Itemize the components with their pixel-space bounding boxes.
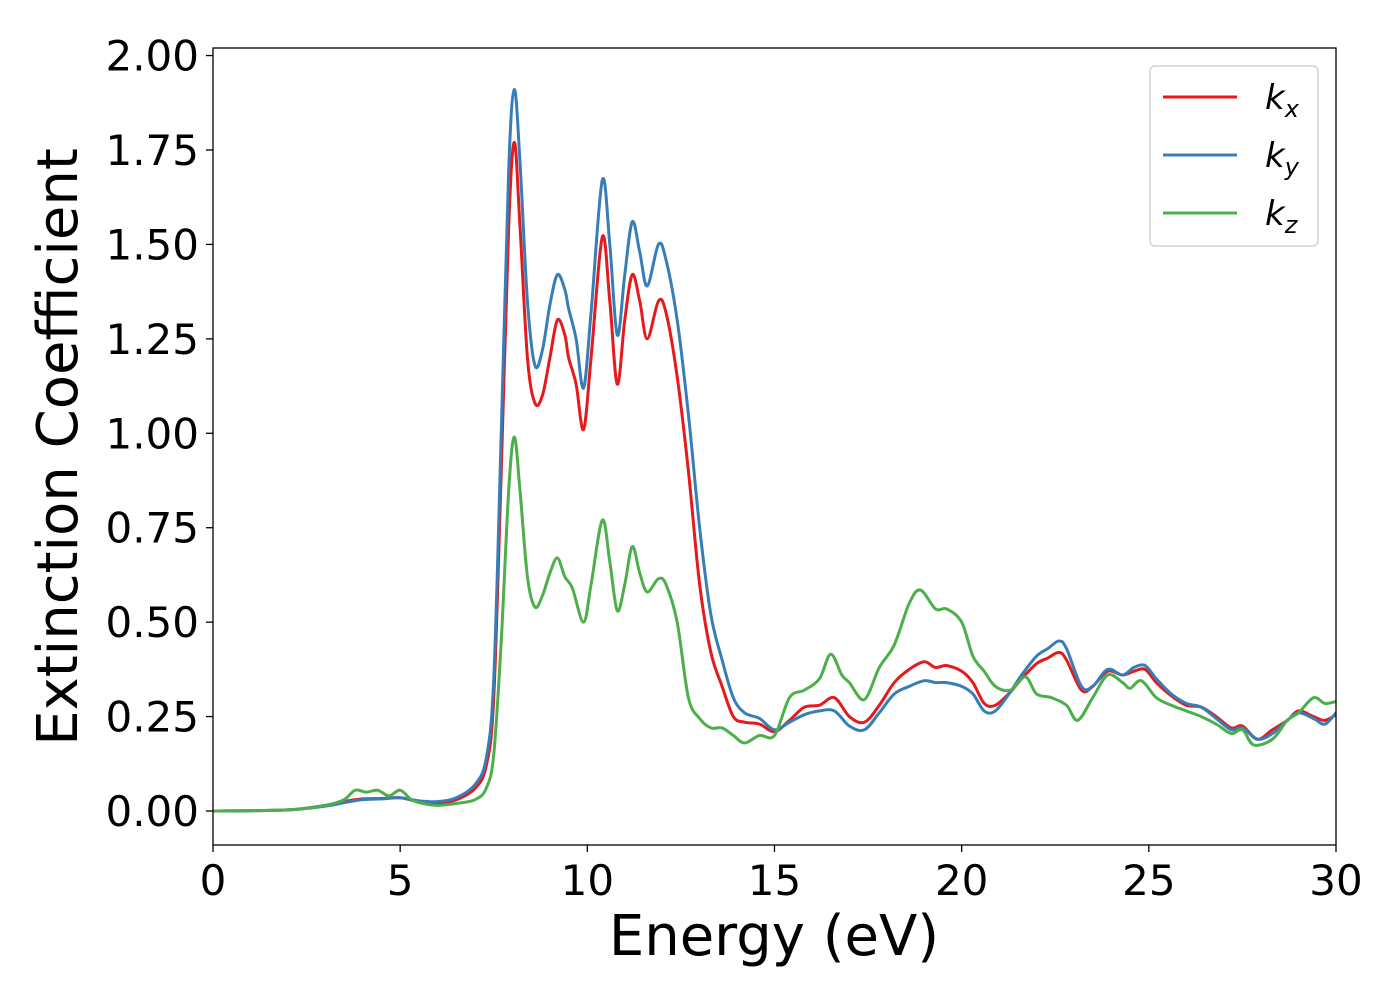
y-axis: 0.00 0.25 0.50 0.75 1.00 1.25 1.50 1.75 2.00 xyxy=(105,32,213,836)
x-axis: 0 5 10 15 20 25 30 xyxy=(200,845,1363,905)
y-tick-label: 1.50 xyxy=(105,220,199,269)
x-tick-label: 0 xyxy=(200,856,227,905)
y-tick-label: 0.00 xyxy=(105,787,199,836)
x-tick-label: 15 xyxy=(748,856,801,905)
y-tick-label: 0.25 xyxy=(105,693,199,742)
y-tick-label: 0.50 xyxy=(105,598,199,647)
y-tick-label: 0.75 xyxy=(105,504,199,553)
series-line-z xyxy=(213,435,1336,813)
y-tick-label: 1.25 xyxy=(105,315,199,364)
legend-label-z: kz xyxy=(1265,194,1299,239)
y-tick-label: 1.75 xyxy=(105,126,199,175)
x-tick-label: 30 xyxy=(1309,856,1362,905)
x-axis-label: Energy (eV) xyxy=(609,904,939,969)
x-tick-label: 25 xyxy=(1122,856,1175,905)
series-layer xyxy=(213,88,1336,813)
x-tick-label: 10 xyxy=(561,856,614,905)
y-axis-label: Extinction Coefficient xyxy=(26,148,91,746)
y-tick-label: 1.00 xyxy=(105,409,199,458)
legend-label-x: kx xyxy=(1265,78,1300,123)
x-tick-label: 20 xyxy=(935,856,988,905)
legend-label-y: ky xyxy=(1265,136,1300,181)
legend: kx ky kz xyxy=(1149,65,1319,247)
series-line-y xyxy=(213,88,1336,813)
y-tick-label: 2.00 xyxy=(105,32,199,81)
x-tick-label: 5 xyxy=(387,856,414,905)
